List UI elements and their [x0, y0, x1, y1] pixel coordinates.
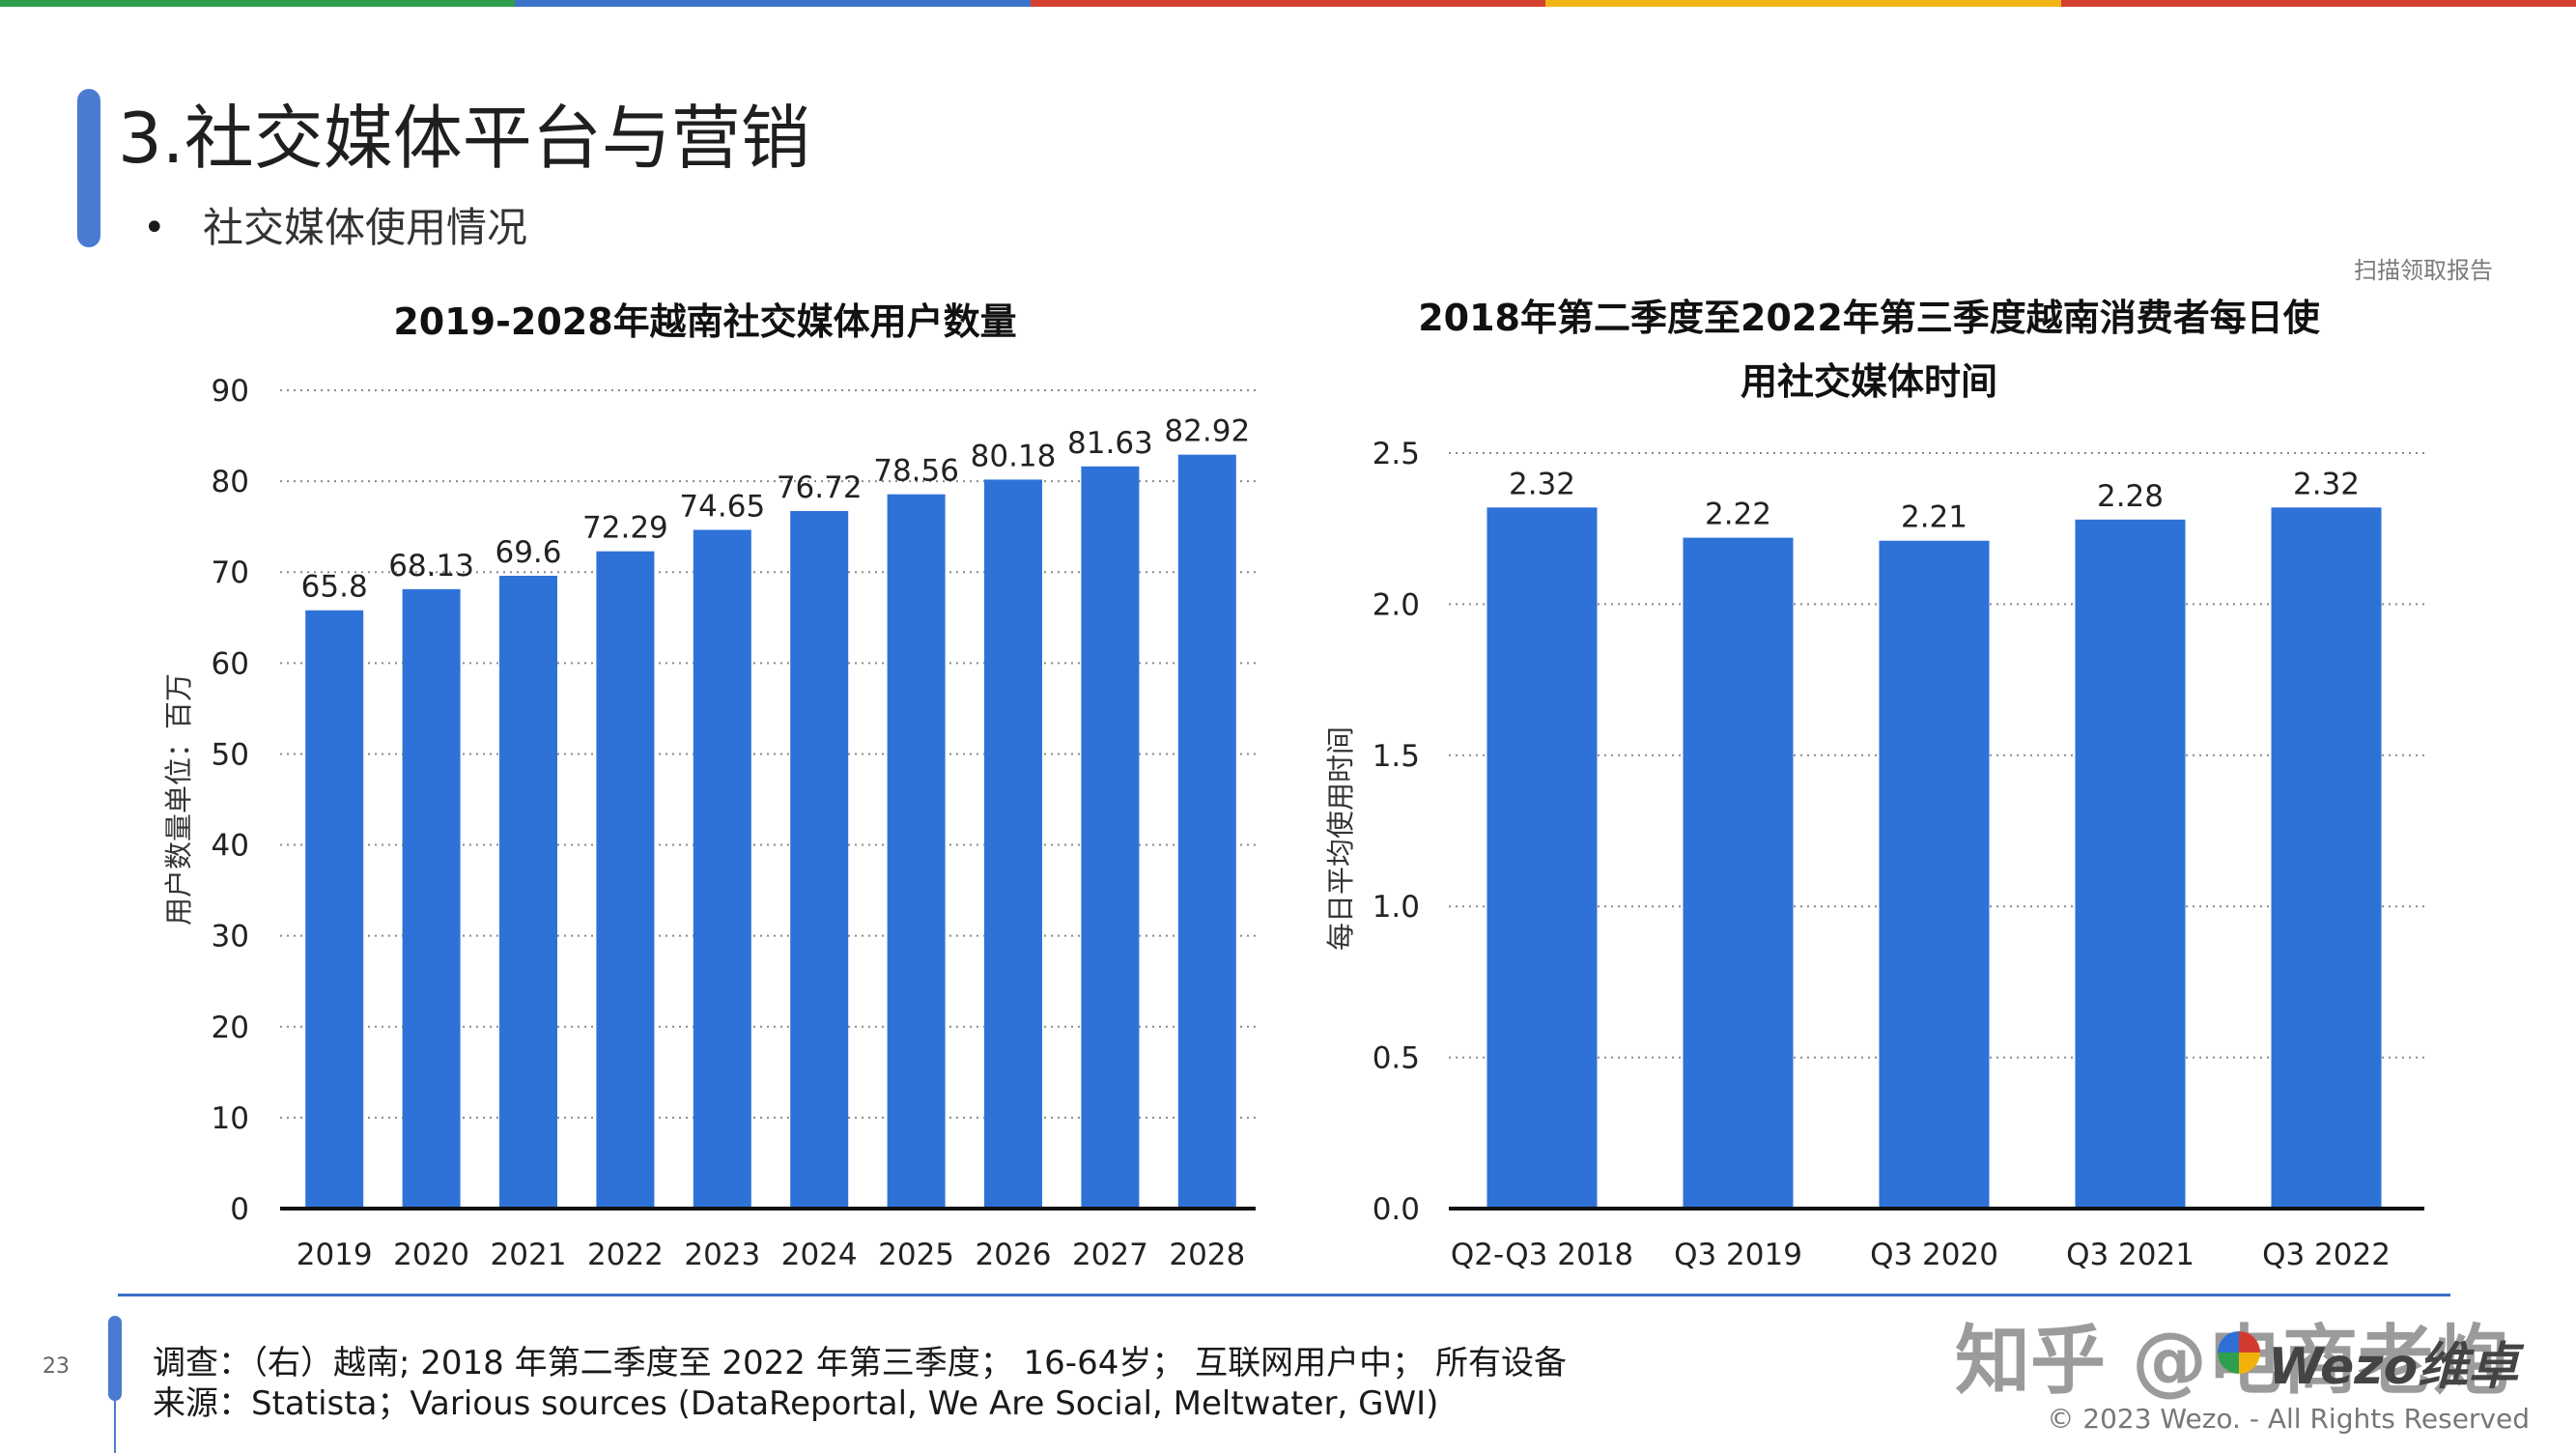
- chart1-bar: [693, 529, 751, 1209]
- chart2-ytick-label: 0.0: [1373, 1192, 1420, 1227]
- chart1-xtick-label: 2022: [587, 1238, 664, 1272]
- stripe-segment: [1030, 0, 1546, 7]
- chart1-value-label: 78.56: [873, 454, 959, 489]
- chart1-bar: [499, 575, 557, 1209]
- chart1-bar: [887, 494, 946, 1210]
- chart2-ytick-label: 2.0: [1373, 587, 1420, 622]
- color-stripe: [0, 0, 2576, 7]
- chart1-bar: [1081, 466, 1140, 1209]
- chart1-value-label: 65.8: [301, 570, 368, 605]
- chart1-value-label: 72.29: [582, 511, 668, 546]
- chart1-title: 2019-2028年越南社交媒体用户数量: [393, 300, 1017, 343]
- chart1-ytick-label: 30: [212, 920, 249, 954]
- chart2-bar: [2271, 507, 2382, 1209]
- chart1-bar: [305, 610, 364, 1209]
- chart1-value-label: 76.72: [777, 470, 863, 505]
- chart2-value-label: 2.32: [1509, 467, 1575, 501]
- scan-report-note: 扫描领取报告: [2354, 257, 2493, 284]
- chart2-ytick-label: 0.5: [1373, 1041, 1420, 1076]
- chart2-y-axis-label: 每日平均使用时间: [1324, 726, 1357, 951]
- wezo-logo-icon: [2218, 1331, 2260, 1374]
- chart1-ytick-label: 80: [212, 465, 249, 499]
- chart1-value-label: 81.63: [1067, 426, 1153, 461]
- chart1-y-axis-label: 用户数量单位：百万: [162, 673, 195, 926]
- chart2-value-label: 2.28: [2097, 479, 2164, 514]
- chart1-ytick-label: 10: [212, 1101, 249, 1136]
- chart2-ytick-label: 2.5: [1373, 437, 1420, 471]
- chart1-xtick-label: 2019: [297, 1238, 373, 1272]
- chart1-ytick-label: 20: [212, 1011, 249, 1045]
- chart1-ytick-label: 90: [212, 374, 249, 409]
- chart2-ytick-label: 1.5: [1373, 739, 1420, 774]
- chart1-xtick-label: 2027: [1072, 1238, 1148, 1272]
- chart1-ytick-label: 60: [212, 646, 249, 681]
- chart2-xtick-label: Q3 2020: [1870, 1238, 1998, 1272]
- chart1-xtick-label: 2024: [781, 1238, 858, 1272]
- chart1-xtick-label: 2021: [491, 1238, 567, 1272]
- wezo-logo-text: Wezo维卓: [2268, 1338, 2519, 1396]
- chart1-xtick-label: 2026: [976, 1238, 1052, 1272]
- chart2-bar: [2075, 519, 2186, 1209]
- chart1-value-label: 69.6: [495, 535, 561, 570]
- chart1-ytick-label: 40: [212, 829, 249, 864]
- chart1-bar: [1177, 454, 1236, 1209]
- chart1-bar: [984, 479, 1042, 1209]
- chart2-xtick-label: Q3 2022: [2262, 1238, 2391, 1272]
- chart2-bar: [1683, 537, 1794, 1209]
- section-subtitle: 社交媒体使用情况: [203, 204, 528, 251]
- source-note: 来源：Statista；Various sources (DataReporta…: [153, 1384, 1439, 1423]
- chart1-ytick-label: 50: [212, 737, 249, 772]
- chart2-value-label: 2.21: [1901, 500, 1967, 535]
- chart1-value-label: 74.65: [679, 489, 765, 524]
- stripe-segment: [0, 0, 516, 7]
- chart2-value-label: 2.22: [1705, 498, 1771, 532]
- chart1-xtick-label: 2028: [1169, 1238, 1245, 1272]
- chart1-bar: [596, 551, 655, 1209]
- chart1-xtick-label: 2025: [878, 1238, 954, 1272]
- footer-accent-bar: [108, 1316, 122, 1401]
- chart2-title: 2018年第二季度至2022年第三季度越南消费者每日使 用社交媒体时间: [1333, 286, 2405, 413]
- footer-divider: [118, 1294, 2450, 1296]
- chart2-ytick-label: 1.0: [1373, 890, 1420, 925]
- copyright: © 2023 Wezo. - All Rights Reserved: [2047, 1403, 2530, 1435]
- chart2-xtick-label: Q3 2021: [2066, 1238, 2194, 1272]
- title-accent-bar: [77, 89, 100, 247]
- page-number: 23: [42, 1354, 70, 1379]
- chart1-value-label: 80.18: [971, 439, 1057, 473]
- chart1-value-label: 82.92: [1164, 414, 1250, 449]
- chart1-xtick-label: 2020: [393, 1238, 469, 1272]
- chart2-bar: [1486, 507, 1598, 1209]
- chart2-xtick-label: Q3 2019: [1674, 1238, 1802, 1272]
- chart2-bar: [1879, 540, 1990, 1209]
- bullet-icon: •: [143, 206, 166, 250]
- footer-accent-line: [114, 1401, 116, 1453]
- chart2-xtick-label: Q2-Q3 2018: [1451, 1238, 1633, 1272]
- survey-note: 调查：（右）越南; 2018 年第二季度至 2022 年第三季度； 16-64岁…: [153, 1344, 1567, 1382]
- chart2-value-label: 2.32: [2293, 467, 2360, 501]
- stripe-segment: [1545, 0, 2061, 7]
- chart1-ytick-label: 70: [212, 556, 249, 590]
- chart2-title-line2: 用社交媒体时间: [1740, 360, 1997, 403]
- page-title: 3.社交媒体平台与营销: [118, 98, 810, 179]
- chart1-ytick-label: 0: [230, 1192, 249, 1227]
- stripe-segment: [515, 0, 1031, 7]
- stripe-segment: [2060, 0, 2576, 7]
- chart1-xtick-label: 2023: [684, 1238, 760, 1272]
- chart1-bar: [790, 510, 849, 1209]
- chart1-bar: [402, 588, 461, 1209]
- chart2-title-line1: 2018年第二季度至2022年第三季度越南消费者每日使: [1418, 297, 2320, 339]
- chart1-value-label: 68.13: [388, 549, 474, 584]
